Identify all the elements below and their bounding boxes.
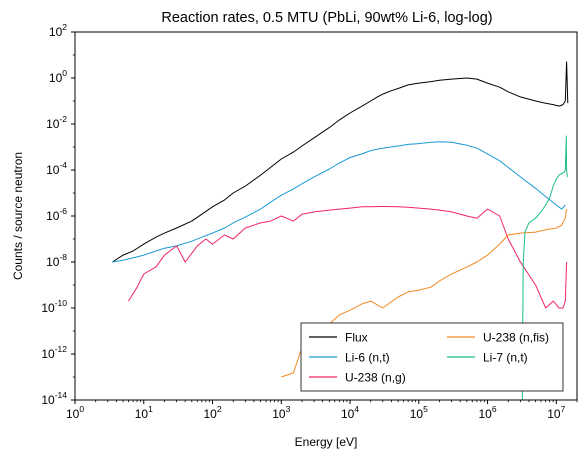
legend-label-4: Li-7 (n,t) [483,351,528,365]
legend-label-3: U-238 (n,fis) [483,331,549,345]
chart-title: Reaction rates, 0.5 MTU (PbLi, 90wt% Li-… [161,10,492,26]
legend-label-1: Li-6 (n,t) [345,351,390,365]
legend: Flux Li-6 (n,t) U-238 (n,g) U-238 (n,fis) Li… [301,323,563,391]
legend-label-2: U-238 (n,g) [345,371,406,385]
y-axis-label: Counts / source neutron [11,152,25,280]
x-axis-label: Energy [eV] [295,435,358,449]
legend-label-0: Flux [345,331,368,345]
